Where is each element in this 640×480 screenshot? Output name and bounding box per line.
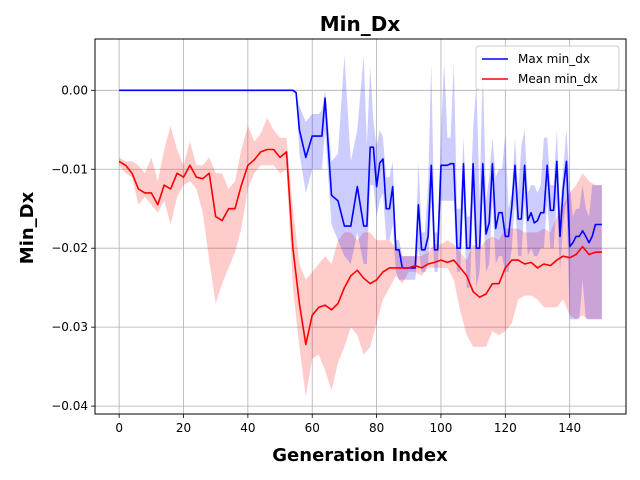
y-axis-title: Min_Dx bbox=[17, 191, 38, 264]
x-tick-label: 40 bbox=[240, 421, 255, 435]
legend-max-label: Max min_dx bbox=[518, 52, 590, 66]
legend-box bbox=[475, 45, 620, 91]
mean-min-dx-line bbox=[118, 148, 602, 346]
x-tick-label: 20 bbox=[176, 421, 191, 435]
y-tick-label: 0.00 bbox=[61, 83, 88, 97]
x-tick-label: 100 bbox=[430, 421, 453, 435]
x-tick-label: 120 bbox=[494, 421, 517, 435]
y-tick-label: −0.04 bbox=[51, 399, 88, 413]
chart-title: Min_Dx bbox=[320, 12, 401, 36]
y-tick-label: −0.02 bbox=[51, 241, 88, 255]
mean-min-dx-band bbox=[119, 117, 602, 397]
y-tick-label: −0.01 bbox=[51, 162, 88, 176]
max-min-dx-line bbox=[119, 89, 602, 269]
confidence-bands bbox=[119, 54, 602, 397]
y-tick-label: −0.03 bbox=[51, 320, 88, 334]
ticks: 0 20 40 60 80 100 120 140 0.00 −0.01 −0.02 −0.03 −0.… bbox=[51, 83, 581, 435]
x-tick-label: 0 bbox=[115, 421, 123, 435]
max-min-dx-band bbox=[119, 54, 602, 320]
x-tick-label: 140 bbox=[558, 421, 581, 435]
series-lines bbox=[118, 89, 602, 346]
x-tick-label: 60 bbox=[305, 421, 320, 435]
legend-mean-label: Mean min_dx bbox=[518, 72, 598, 86]
legend: Max min_dx Mean min_dx bbox=[475, 45, 620, 91]
x-tick-label: 80 bbox=[369, 421, 384, 435]
x-axis-title: Generation Index bbox=[272, 445, 448, 466]
plot-frame bbox=[94, 38, 627, 415]
